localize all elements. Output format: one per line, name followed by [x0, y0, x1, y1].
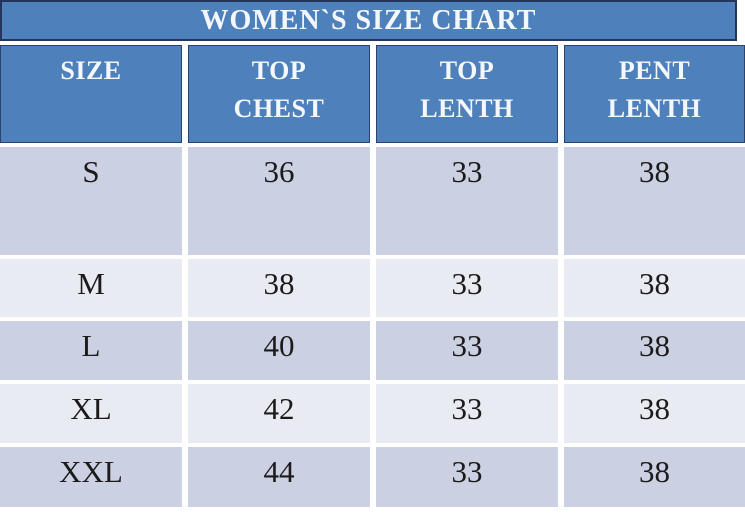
- cell-top-lenth: 33: [376, 259, 558, 317]
- cell-size: S: [0, 147, 182, 255]
- header-label: TOP: [439, 56, 495, 85]
- cell-size: L: [0, 321, 182, 380]
- cell-top-lenth: 33: [376, 447, 558, 507]
- header-cell-pent-lenth: PENT LENTH: [564, 45, 745, 143]
- cell-top-chest: 44: [188, 447, 370, 507]
- header-label: LENTH: [420, 94, 514, 123]
- cell-pent-lenth: 38: [564, 147, 745, 255]
- cell-top-chest: 38: [188, 259, 370, 317]
- cell-top-chest: 42: [188, 384, 370, 443]
- cell-top-lenth: 33: [376, 321, 558, 380]
- header-label: SIZE: [60, 56, 122, 85]
- header-cell-size: SIZE: [0, 45, 182, 143]
- chart-title: WOMEN`S SIZE CHART: [0, 0, 737, 41]
- cell-top-chest: 36: [188, 147, 370, 255]
- cell-size: M: [0, 259, 182, 317]
- cell-pent-lenth: 38: [564, 384, 745, 443]
- header-label: TOP: [251, 56, 307, 85]
- cell-pent-lenth: 38: [564, 259, 745, 317]
- cell-size: XXL: [0, 447, 182, 507]
- header-cell-top-chest: TOP CHEST: [188, 45, 370, 143]
- cell-top-lenth: 33: [376, 384, 558, 443]
- cell-top-chest: 40: [188, 321, 370, 380]
- size-table: SIZE TOP CHEST TOP LENTH PENT LENTH S 36…: [0, 45, 745, 507]
- cell-size: XL: [0, 384, 182, 443]
- cell-top-lenth: 33: [376, 147, 558, 255]
- cell-pent-lenth: 38: [564, 321, 745, 380]
- header-label: LENTH: [607, 94, 702, 123]
- header-label: CHEST: [233, 94, 325, 123]
- cell-pent-lenth: 38: [564, 447, 745, 507]
- header-label: PENT: [618, 56, 691, 85]
- header-cell-top-lenth: TOP LENTH: [376, 45, 558, 143]
